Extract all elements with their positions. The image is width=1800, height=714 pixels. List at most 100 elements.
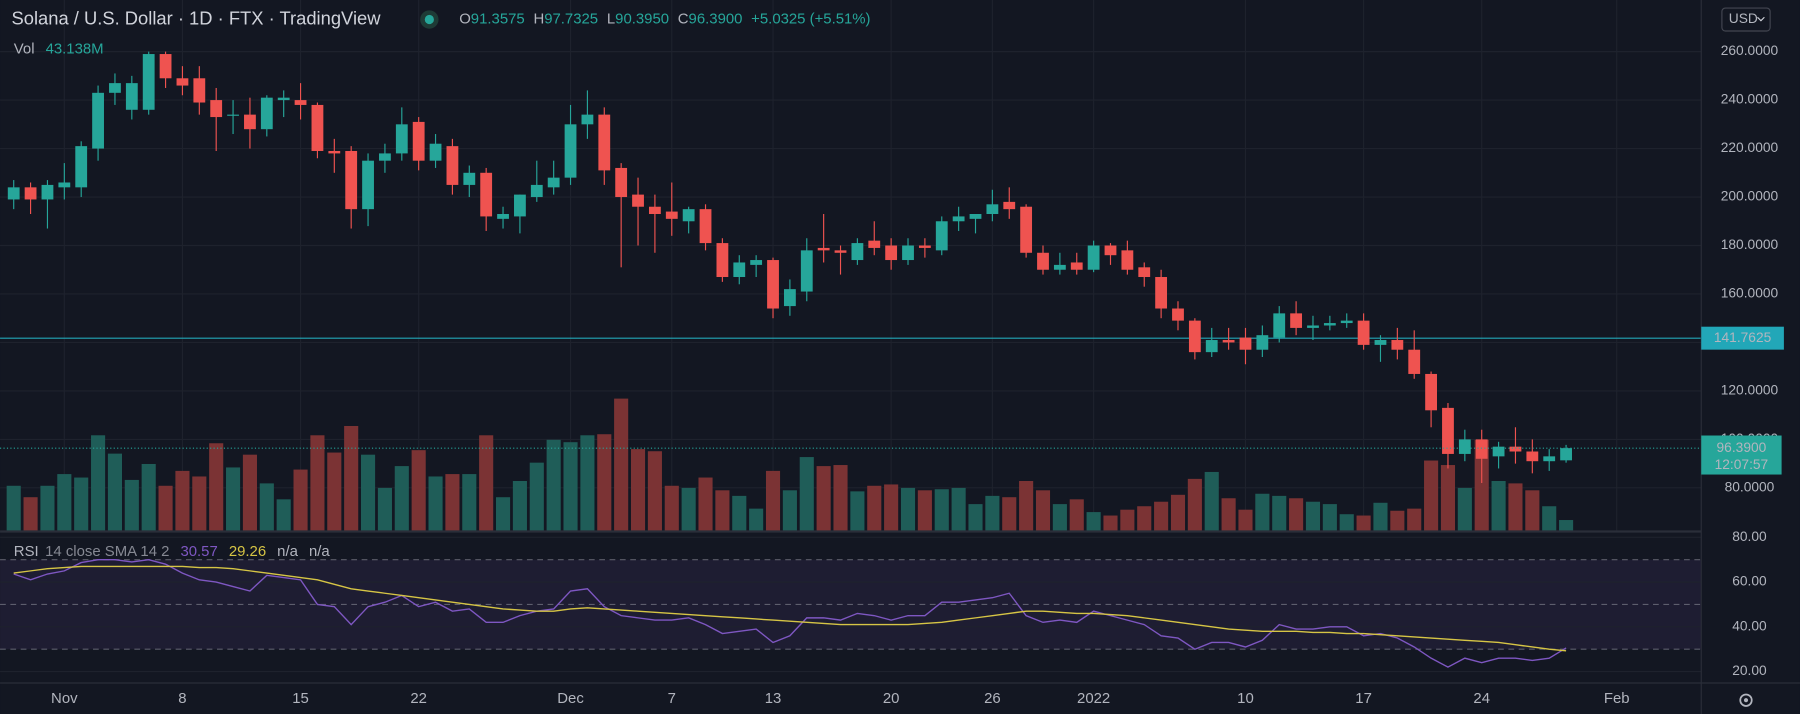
candle-body <box>767 260 779 309</box>
volume-bar <box>1086 512 1101 532</box>
price-axis <box>1701 0 1800 714</box>
currency[interactable]: USD <box>1729 11 1758 26</box>
candle-body <box>514 194 526 217</box>
ohlc-value: 97.7325 <box>544 10 598 27</box>
volume-bar <box>1508 483 1523 532</box>
currency-button[interactable]: USD <box>1721 7 1771 32</box>
volume-bar <box>158 485 173 532</box>
candle-body <box>412 121 425 161</box>
rsi-grid <box>0 536 1702 673</box>
candle-body <box>1188 320 1201 353</box>
candle-body <box>1121 250 1134 270</box>
candle-body <box>1020 206 1033 253</box>
gear-center[interactable] <box>1743 698 1749 703</box>
candle-body <box>733 262 746 278</box>
candle-body <box>530 184 543 198</box>
volume-bar <box>1170 494 1186 532</box>
volume-bar <box>1103 515 1118 532</box>
candle-body <box>1425 373 1437 411</box>
volume-bar <box>394 466 409 532</box>
x-tick-label: 22 <box>410 690 427 707</box>
volume-bar <box>1525 490 1540 532</box>
candle-body <box>834 250 847 253</box>
axes: Nov81522Dec71320262022101724Feb80.000010… <box>51 43 1784 707</box>
candle-body <box>1104 245 1117 256</box>
volume-bar <box>529 462 544 532</box>
volume-bar <box>495 497 511 532</box>
volume-bar <box>209 443 224 532</box>
candle-body <box>952 216 965 222</box>
price-line-label-box <box>1701 326 1784 350</box>
volume-bar <box>512 480 527 532</box>
volume-bar <box>681 487 696 532</box>
gear[interactable] <box>1739 693 1753 707</box>
candle-body <box>193 78 206 103</box>
candle-body <box>969 213 982 219</box>
volume-bar <box>1137 506 1152 532</box>
rsi-params: 14 close SMA 14 2 <box>45 543 169 560</box>
volume-bar <box>1035 490 1051 532</box>
settings-button[interactable] <box>1739 693 1753 707</box>
volume-bar <box>1373 502 1388 532</box>
candle-body <box>1003 201 1016 210</box>
currency-box[interactable] <box>1721 7 1771 32</box>
candle-body <box>581 114 594 125</box>
candle-body <box>227 114 239 116</box>
candle-body <box>1442 407 1454 454</box>
volume-bar <box>1390 510 1405 532</box>
y-tick-label: 240.0000 <box>1721 92 1779 107</box>
candle-body <box>1290 313 1303 328</box>
candle-body <box>125 83 138 110</box>
change: +5.0325 (+5.51%) <box>751 10 870 27</box>
volume-bar <box>799 457 814 532</box>
y-tick-label: 80.0000 <box>1725 479 1775 494</box>
candle-body <box>682 209 695 222</box>
volume-bar <box>1221 498 1236 532</box>
volume-bar <box>867 485 882 532</box>
volume-bar <box>141 463 156 532</box>
volume-bar <box>1120 509 1135 532</box>
volume-bar <box>310 435 325 532</box>
volume-bar <box>647 451 662 532</box>
candle-body <box>1340 320 1353 324</box>
price-line-label: 141.7625 <box>1714 330 1772 345</box>
volume-bar <box>934 489 949 532</box>
x-tick-label: Dec <box>557 690 584 707</box>
candle-body <box>1256 335 1269 350</box>
x-tick-label: 17 <box>1355 690 1372 707</box>
candle-body <box>480 172 493 217</box>
volume-bar <box>1052 504 1067 532</box>
candle-body <box>260 97 273 130</box>
candle-body <box>1323 323 1336 326</box>
volume-bar <box>749 508 764 532</box>
candle-body <box>1070 262 1083 270</box>
countdown: 12:07:57 <box>1715 457 1769 472</box>
plot <box>0 51 1702 532</box>
candle-body <box>429 143 442 161</box>
candle-body <box>395 124 408 154</box>
candle-body <box>24 187 37 200</box>
candle-body <box>1543 456 1556 462</box>
volume-bar <box>91 435 106 532</box>
candle-body <box>58 182 71 188</box>
volume-bar <box>917 490 932 532</box>
volume-bar <box>293 469 308 532</box>
volume-bar <box>107 453 123 532</box>
candle-body <box>902 245 914 261</box>
volume-bar <box>1559 520 1574 532</box>
candle-body <box>277 97 290 101</box>
volume-bar <box>732 495 747 532</box>
candle-body <box>92 92 104 149</box>
y-tick-label: 60.00 <box>1732 574 1767 589</box>
volume-bar <box>884 484 899 532</box>
volume-bar <box>124 479 139 532</box>
volume-bar <box>175 470 190 532</box>
volume-bar <box>1187 478 1202 532</box>
volume-bar <box>580 435 595 532</box>
volume-bar <box>765 470 781 532</box>
volume-bar <box>900 487 916 532</box>
volume-bar <box>242 454 257 532</box>
candle-body <box>1273 313 1286 338</box>
candle-body <box>1138 267 1151 278</box>
chevron[interactable] <box>1757 16 1765 22</box>
